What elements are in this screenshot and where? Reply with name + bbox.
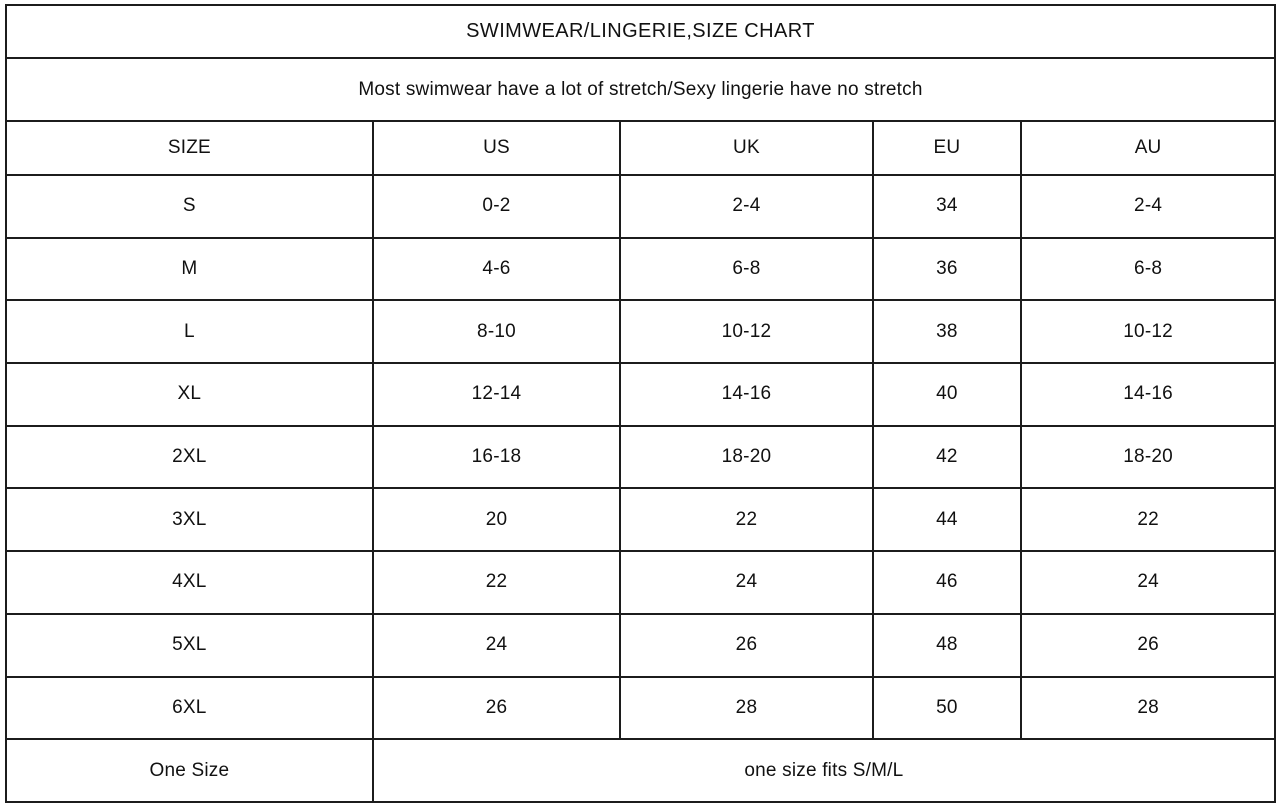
size-value-cell: 38 xyxy=(871,299,1023,365)
size-value-cell: 20 xyxy=(371,487,622,553)
size-value-cell: 16-18 xyxy=(371,424,622,490)
size-value-cell: 28 xyxy=(619,675,874,741)
size-label-cell: XL xyxy=(5,362,374,427)
one-size-row: One Size one size fits S/M/L xyxy=(5,738,1277,803)
size-label-cell: 2XL xyxy=(5,424,374,490)
size-value-cell: 22 xyxy=(371,550,622,615)
table-row: M 4-6 6-8 36 6-8 xyxy=(5,236,1276,302)
size-value-cell: 44 xyxy=(871,487,1023,553)
column-header-size: SIZE xyxy=(5,120,374,176)
size-label-cell: M xyxy=(5,236,374,302)
size-value-cell: 36 xyxy=(871,236,1023,302)
size-label-cell: 6XL xyxy=(5,675,374,741)
size-label-cell: S xyxy=(5,174,374,239)
size-label-cell: L xyxy=(5,299,374,365)
size-value-cell: 10-12 xyxy=(1020,299,1276,365)
table-row: L 8-10 10-12 38 10-12 xyxy=(5,299,1276,365)
table-row: XL 12-14 14-16 40 14-16 xyxy=(5,362,1276,427)
chart-title: SWIMWEAR/LINGERIE,SIZE CHART xyxy=(5,4,1276,59)
table-row: S 0-2 2-4 34 2-4 xyxy=(5,174,1276,239)
size-value-cell: 18-20 xyxy=(1020,424,1276,490)
size-value-cell: 24 xyxy=(619,550,874,615)
table-row: 6XL 26 28 50 28 xyxy=(5,675,1276,741)
subtitle-row: Most swimwear have a lot of stretch/Sexy… xyxy=(5,57,1276,122)
column-header-us: US xyxy=(371,120,622,176)
size-value-cell: 24 xyxy=(1020,550,1276,615)
size-value-cell: 42 xyxy=(871,424,1023,490)
size-value-cell: 26 xyxy=(619,612,874,678)
column-header-uk: UK xyxy=(619,120,874,176)
one-size-value-cell: one size fits S/M/L xyxy=(371,738,1277,803)
size-value-cell: 34 xyxy=(871,174,1023,239)
size-value-cell: 22 xyxy=(1020,487,1276,553)
size-chart-table: SWIMWEAR/LINGERIE,SIZE CHART Most swimwe… xyxy=(5,4,1277,803)
size-value-cell: 2-4 xyxy=(1020,174,1276,239)
size-value-cell: 0-2 xyxy=(371,174,622,239)
table-row: 4XL 22 24 46 24 xyxy=(5,550,1276,615)
size-value-cell: 26 xyxy=(1020,612,1276,678)
size-value-cell: 26 xyxy=(371,675,622,741)
size-value-cell: 48 xyxy=(871,612,1023,678)
table-row: 3XL 20 22 44 22 xyxy=(5,487,1276,553)
column-header-row: SIZE US UK EU AU xyxy=(5,120,1276,176)
size-label-cell: 5XL xyxy=(5,612,374,678)
size-value-cell: 40 xyxy=(871,362,1023,427)
size-value-cell: 22 xyxy=(619,487,874,553)
size-value-cell: 50 xyxy=(871,675,1023,741)
title-row: SWIMWEAR/LINGERIE,SIZE CHART xyxy=(5,4,1276,59)
column-header-au: AU xyxy=(1020,120,1276,176)
size-value-cell: 14-16 xyxy=(1020,362,1276,427)
size-value-cell: 18-20 xyxy=(619,424,874,490)
table-row: 5XL 24 26 48 26 xyxy=(5,612,1276,678)
table-row: 2XL 16-18 18-20 42 18-20 xyxy=(5,424,1276,490)
size-value-cell: 28 xyxy=(1020,675,1276,741)
size-label-cell: 3XL xyxy=(5,487,374,553)
size-value-cell: 6-8 xyxy=(1020,236,1276,302)
size-label-cell: One Size xyxy=(5,738,374,803)
column-header-eu: EU xyxy=(871,120,1023,176)
size-value-cell: 46 xyxy=(871,550,1023,615)
size-value-cell: 14-16 xyxy=(619,362,874,427)
size-value-cell: 12-14 xyxy=(371,362,622,427)
size-value-cell: 24 xyxy=(371,612,622,678)
size-value-cell: 6-8 xyxy=(619,236,874,302)
size-label-cell: 4XL xyxy=(5,550,374,615)
size-value-cell: 2-4 xyxy=(619,174,874,239)
chart-subtitle: Most swimwear have a lot of stretch/Sexy… xyxy=(5,57,1276,122)
size-value-cell: 8-10 xyxy=(371,299,622,365)
size-value-cell: 4-6 xyxy=(371,236,622,302)
size-value-cell: 10-12 xyxy=(619,299,874,365)
